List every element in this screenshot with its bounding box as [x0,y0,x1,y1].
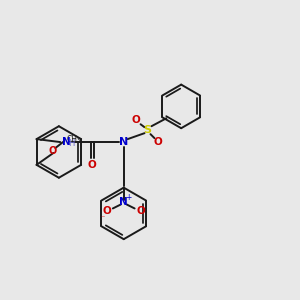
Text: N: N [119,137,128,147]
Text: O: O [153,137,162,147]
Text: N: N [62,137,70,147]
Text: +: + [125,193,132,202]
Text: O: O [136,206,145,216]
Text: O: O [103,206,111,216]
Text: S: S [143,125,152,135]
Text: N: N [119,196,128,206]
Text: CH₃: CH₃ [66,135,80,144]
Text: O: O [48,146,56,156]
Text: O: O [88,160,96,170]
Text: H: H [68,139,74,148]
Text: O: O [131,115,140,125]
Text: ⁻: ⁻ [101,213,105,222]
